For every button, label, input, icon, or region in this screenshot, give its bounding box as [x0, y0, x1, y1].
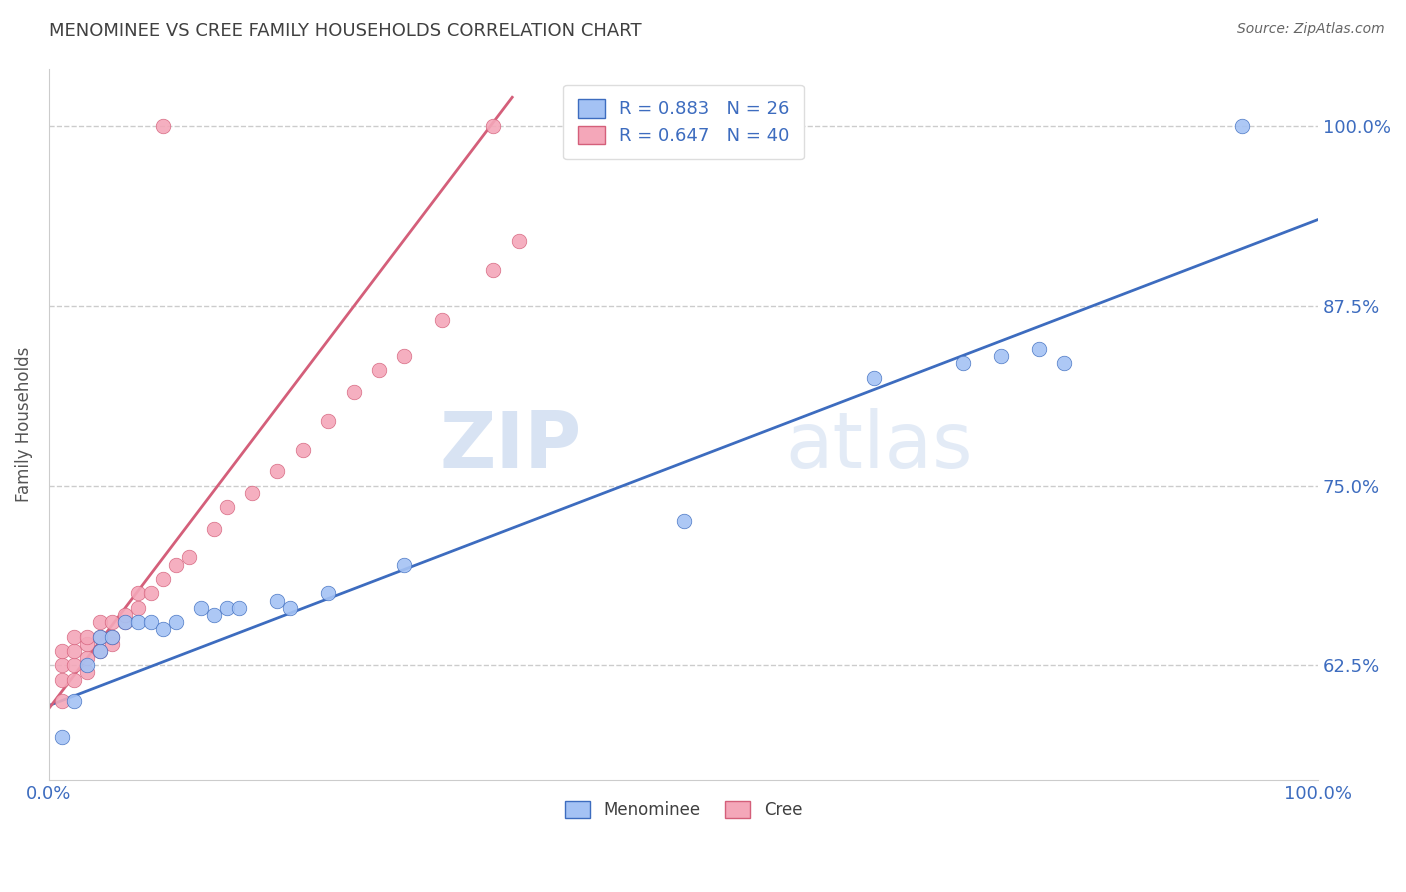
Point — [152, 623, 174, 637]
Point — [63, 658, 86, 673]
Text: MENOMINEE VS CREE FAMILY HOUSEHOLDS CORRELATION CHART: MENOMINEE VS CREE FAMILY HOUSEHOLDS CORR… — [49, 22, 641, 40]
Point — [482, 119, 505, 133]
Point — [51, 644, 73, 658]
Point — [101, 630, 124, 644]
Point — [51, 673, 73, 687]
Text: atlas: atlas — [785, 408, 973, 483]
Point — [127, 600, 149, 615]
Point — [63, 630, 86, 644]
Point — [76, 665, 98, 680]
Point — [482, 263, 505, 277]
Point — [152, 572, 174, 586]
Point — [139, 615, 162, 629]
Point — [51, 694, 73, 708]
Text: Source: ZipAtlas.com: Source: ZipAtlas.com — [1237, 22, 1385, 37]
Point — [139, 586, 162, 600]
Point — [51, 658, 73, 673]
Point — [215, 500, 238, 514]
Point — [1230, 119, 1253, 133]
Point — [89, 630, 111, 644]
Point — [952, 356, 974, 370]
Point — [63, 644, 86, 658]
Point — [89, 630, 111, 644]
Point — [394, 558, 416, 572]
Point — [228, 600, 250, 615]
Point — [394, 349, 416, 363]
Point — [89, 644, 111, 658]
Point — [266, 464, 288, 478]
Point — [114, 615, 136, 629]
Point — [1053, 356, 1076, 370]
Point — [342, 385, 364, 400]
Point — [177, 550, 200, 565]
Point — [89, 644, 111, 658]
Point — [76, 658, 98, 673]
Point — [63, 673, 86, 687]
Point — [76, 630, 98, 644]
Point — [1028, 342, 1050, 356]
Point — [152, 119, 174, 133]
Point — [127, 615, 149, 629]
Point — [63, 694, 86, 708]
Y-axis label: Family Households: Family Households — [15, 347, 32, 502]
Point — [316, 414, 339, 428]
Point — [190, 600, 212, 615]
Point — [165, 558, 187, 572]
Point — [432, 313, 454, 327]
Point — [202, 607, 225, 622]
Point — [76, 651, 98, 665]
Legend: Menominee, Cree: Menominee, Cree — [558, 794, 808, 825]
Point — [76, 637, 98, 651]
Point — [672, 515, 695, 529]
Point — [990, 349, 1012, 363]
Point — [101, 637, 124, 651]
Point — [278, 600, 301, 615]
Point — [101, 615, 124, 629]
Point — [114, 607, 136, 622]
Point — [368, 363, 391, 377]
Text: ZIP: ZIP — [440, 408, 582, 483]
Point — [101, 630, 124, 644]
Point — [51, 730, 73, 744]
Point — [114, 615, 136, 629]
Point — [508, 234, 530, 248]
Point — [291, 442, 314, 457]
Point — [165, 615, 187, 629]
Point — [89, 615, 111, 629]
Point — [215, 600, 238, 615]
Point — [266, 593, 288, 607]
Point — [127, 586, 149, 600]
Point — [316, 586, 339, 600]
Point — [863, 370, 886, 384]
Point — [202, 522, 225, 536]
Point — [240, 485, 263, 500]
